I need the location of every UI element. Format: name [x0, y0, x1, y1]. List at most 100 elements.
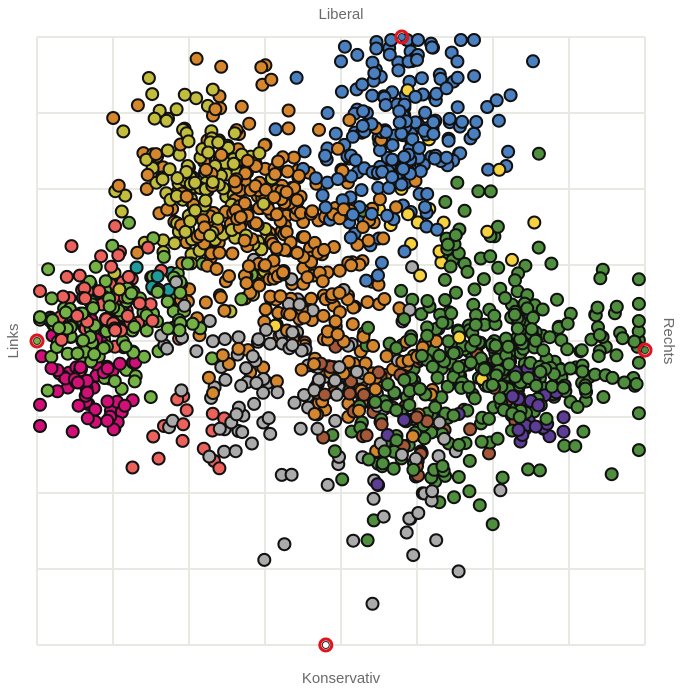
data-point	[370, 477, 385, 492]
data-point	[169, 102, 184, 117]
data-point	[631, 443, 646, 458]
data-point	[386, 461, 401, 476]
data-point	[189, 51, 204, 66]
data-point	[289, 70, 304, 85]
data-point	[231, 330, 246, 345]
data-point	[65, 424, 80, 439]
data-point	[202, 314, 217, 328]
data-point	[176, 417, 191, 432]
data-point	[438, 195, 453, 209]
data-point	[173, 285, 188, 300]
data-point	[217, 332, 232, 347]
data-point	[242, 116, 257, 131]
data-point	[281, 121, 296, 136]
data-point	[392, 115, 407, 130]
data-point	[452, 330, 467, 345]
data-point	[414, 348, 429, 363]
data-point	[307, 357, 321, 372]
data-point	[501, 339, 516, 354]
data-point	[225, 246, 240, 261]
data-point	[399, 525, 414, 540]
data-point	[429, 533, 444, 548]
data-point	[267, 190, 282, 205]
data-point	[214, 147, 229, 162]
data-point	[261, 411, 276, 426]
data-point	[451, 564, 466, 579]
data-point	[59, 269, 74, 284]
data-point	[227, 126, 242, 141]
data-point	[76, 333, 90, 348]
data-point	[205, 175, 220, 190]
data-point	[480, 224, 495, 239]
data-point	[315, 274, 330, 289]
data-point	[480, 100, 495, 114]
data-point	[366, 338, 381, 353]
anchor-core-bottom	[321, 641, 330, 649]
data-point	[467, 333, 482, 348]
data-point	[180, 256, 195, 271]
data-point	[70, 308, 85, 323]
data-point	[292, 297, 307, 312]
data-point	[249, 216, 264, 231]
data-point	[234, 292, 249, 307]
data-point	[560, 316, 575, 331]
data-point	[269, 207, 284, 222]
data-point	[442, 111, 457, 126]
data-point	[316, 308, 331, 323]
data-point	[141, 71, 156, 85]
data-point	[435, 459, 450, 474]
data-point	[291, 168, 306, 183]
data-point	[54, 332, 69, 347]
data-point	[44, 361, 59, 376]
data-point	[328, 126, 343, 141]
data-point	[149, 147, 163, 162]
data-point	[631, 272, 646, 287]
data-point	[281, 103, 296, 118]
data-point	[376, 231, 391, 246]
data-point	[498, 291, 513, 305]
data-point	[446, 408, 461, 423]
data-point	[145, 313, 160, 328]
data-point	[435, 315, 450, 330]
data-point	[285, 325, 300, 340]
data-point	[141, 240, 155, 255]
data-point	[150, 269, 165, 284]
data-point	[385, 152, 400, 167]
data-point	[124, 286, 139, 301]
data-point	[360, 295, 375, 310]
data-point	[495, 470, 510, 485]
data-point	[114, 204, 129, 219]
data-point	[471, 184, 486, 199]
data-point	[345, 207, 360, 222]
data-point	[368, 395, 383, 409]
data-point	[627, 334, 642, 349]
data-point	[508, 273, 522, 288]
data-point	[401, 207, 415, 222]
data-point	[369, 41, 384, 56]
data-point	[290, 246, 305, 260]
data-point	[505, 389, 520, 404]
data-point	[487, 308, 502, 323]
data-point	[450, 54, 465, 69]
anchor-left	[29, 333, 45, 349]
data-point	[359, 273, 374, 288]
data-point	[64, 239, 79, 254]
data-point	[491, 260, 506, 275]
data-point	[129, 260, 144, 275]
data-point	[259, 322, 274, 337]
data-point	[170, 171, 185, 186]
data-point	[425, 359, 440, 374]
data-point	[44, 291, 59, 306]
data-point	[297, 230, 312, 245]
data-point	[212, 461, 227, 476]
data-point	[361, 452, 376, 467]
data-point	[100, 361, 115, 376]
data-point	[420, 328, 435, 343]
data-point	[108, 219, 123, 234]
data-point	[328, 373, 342, 388]
data-point	[212, 245, 227, 260]
data-point	[318, 200, 333, 215]
data-point	[345, 129, 360, 144]
data-point	[160, 341, 174, 356]
data-point	[461, 380, 476, 395]
